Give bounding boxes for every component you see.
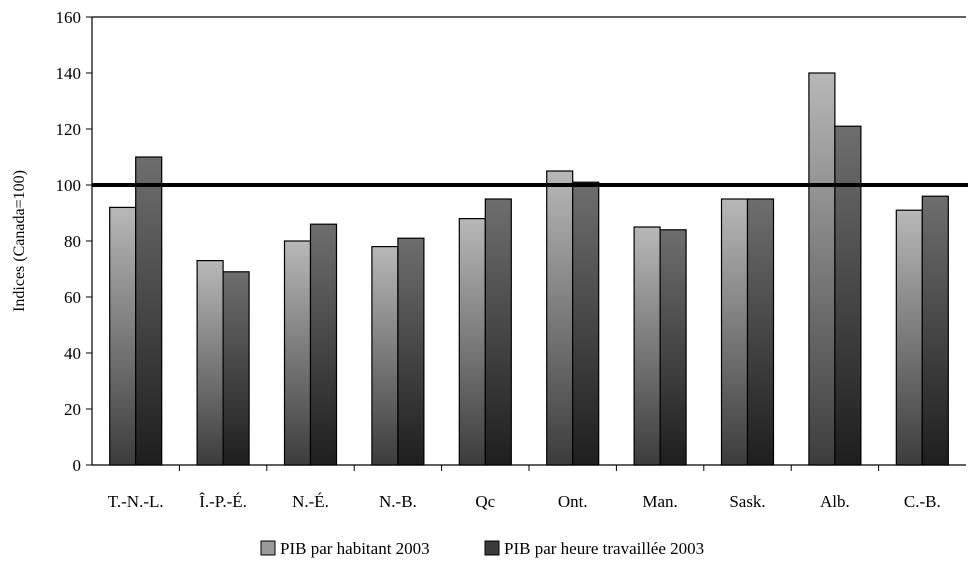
bar-pib-par-heure-0 bbox=[135, 156, 163, 466]
y-tick-label: 20 bbox=[64, 400, 81, 419]
bar-pib-par-heure-6 bbox=[659, 229, 687, 466]
bar-pib-par-heure-7 bbox=[746, 198, 775, 466]
legend: PIB par habitant 2003 PIB par heure trava… bbox=[260, 539, 704, 558]
bar-pib-par-habitant-0 bbox=[109, 206, 137, 466]
bar-pib-par-heure-3 bbox=[397, 237, 425, 466]
y-tick-label: 0 bbox=[73, 456, 82, 475]
x-category-label: N.-B. bbox=[379, 492, 417, 511]
x-category-label: C.-B. bbox=[904, 492, 941, 511]
bar-pib-par-heure-9 bbox=[921, 195, 949, 466]
legend-label: PIB par habitant 2003 bbox=[280, 539, 430, 558]
y-tick-label: 160 bbox=[56, 8, 82, 27]
plot-area: 0 20 40 60 80 100 120 140 160 T.-N.-L. Î.-P.-É. N.-… bbox=[56, 8, 968, 511]
x-category-label: Alb. bbox=[820, 492, 850, 511]
bar-pib-par-habitant-1 bbox=[196, 260, 224, 466]
y-tick-label: 120 bbox=[56, 120, 82, 139]
bar-pib-par-heure-8 bbox=[834, 125, 862, 466]
y-tick-label: 80 bbox=[64, 232, 81, 251]
legend-swatch-pib-par-heure bbox=[484, 540, 500, 556]
x-category-label: Qc bbox=[475, 492, 495, 511]
y-tick-label: 100 bbox=[56, 176, 82, 195]
x-category-label: Man. bbox=[642, 492, 677, 511]
bar-pib-par-heure-1 bbox=[222, 271, 250, 466]
bar-pib-par-habitant-3 bbox=[371, 246, 399, 466]
bar-pib-par-habitant-4 bbox=[458, 218, 486, 466]
bar-pib-par-habitant-5 bbox=[546, 170, 574, 466]
bar-pib-par-heure-4 bbox=[484, 198, 512, 466]
x-category-label: Î.-P.-É. bbox=[199, 492, 247, 511]
bar-pib-par-habitant-8 bbox=[808, 72, 836, 466]
legend-swatch-pib-par-habitant bbox=[260, 540, 276, 556]
bar-pib-par-habitant-7 bbox=[720, 198, 749, 466]
bar-pib-par-habitant-6 bbox=[633, 226, 661, 466]
y-axis-title: Indices (Canada=100) bbox=[11, 170, 28, 312]
x-category-label: Sask. bbox=[729, 492, 765, 511]
x-category-label: N.-É. bbox=[292, 492, 329, 511]
bar-pib-par-heure-5 bbox=[572, 181, 600, 466]
bar-pib-par-habitant-9 bbox=[895, 209, 923, 466]
x-category-label: T.-N.-L. bbox=[108, 492, 164, 511]
y-tick-label: 40 bbox=[64, 344, 81, 363]
legend-label: PIB par heure travaillée 2003 bbox=[504, 539, 704, 558]
bar-pib-par-habitant-2 bbox=[283, 240, 312, 466]
x-category-label: Ont. bbox=[558, 492, 588, 511]
bar-pib-par-heure-2 bbox=[309, 223, 338, 466]
y-tick-label: 60 bbox=[64, 288, 81, 307]
y-tick-label: 140 bbox=[56, 64, 82, 83]
